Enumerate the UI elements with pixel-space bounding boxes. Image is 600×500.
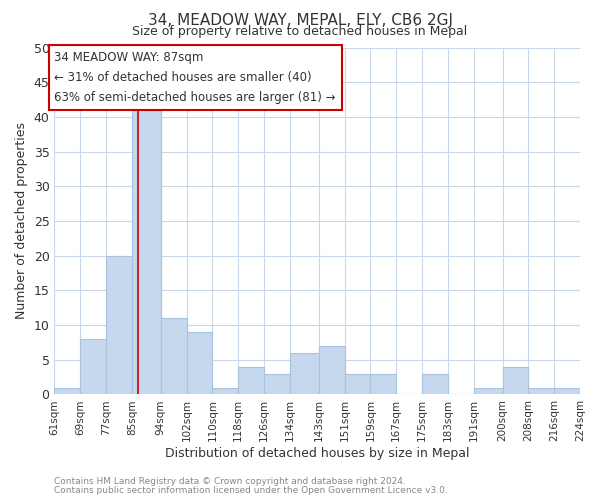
Bar [290, 353, 319, 395]
Bar [529, 388, 554, 394]
Text: 34 MEADOW WAY: 87sqm
← 31% of detached houses are smaller (40)
63% of semi-detac: 34 MEADOW WAY: 87sqm ← 31% of detached h… [55, 51, 336, 104]
Bar [212, 388, 238, 394]
Bar [473, 388, 503, 394]
Bar [80, 339, 106, 394]
Bar [55, 388, 80, 394]
X-axis label: Distribution of detached houses by size in Mepal: Distribution of detached houses by size … [165, 447, 469, 460]
Y-axis label: Number of detached properties: Number of detached properties [15, 122, 28, 320]
Bar [344, 374, 370, 394]
Text: Contains HM Land Registry data © Crown copyright and database right 2024.: Contains HM Land Registry data © Crown c… [54, 477, 406, 486]
Bar [161, 318, 187, 394]
Bar [422, 374, 448, 394]
Bar [503, 366, 529, 394]
Bar [319, 346, 344, 395]
Bar [187, 332, 212, 394]
Bar [106, 256, 132, 394]
Text: 34, MEADOW WAY, MEPAL, ELY, CB6 2GJ: 34, MEADOW WAY, MEPAL, ELY, CB6 2GJ [148, 12, 452, 28]
Bar [132, 110, 161, 395]
Bar [370, 374, 396, 394]
Bar [554, 388, 580, 394]
Text: Size of property relative to detached houses in Mepal: Size of property relative to detached ho… [133, 25, 467, 38]
Text: Contains public sector information licensed under the Open Government Licence v3: Contains public sector information licen… [54, 486, 448, 495]
Bar [264, 374, 290, 394]
Bar [238, 366, 264, 394]
